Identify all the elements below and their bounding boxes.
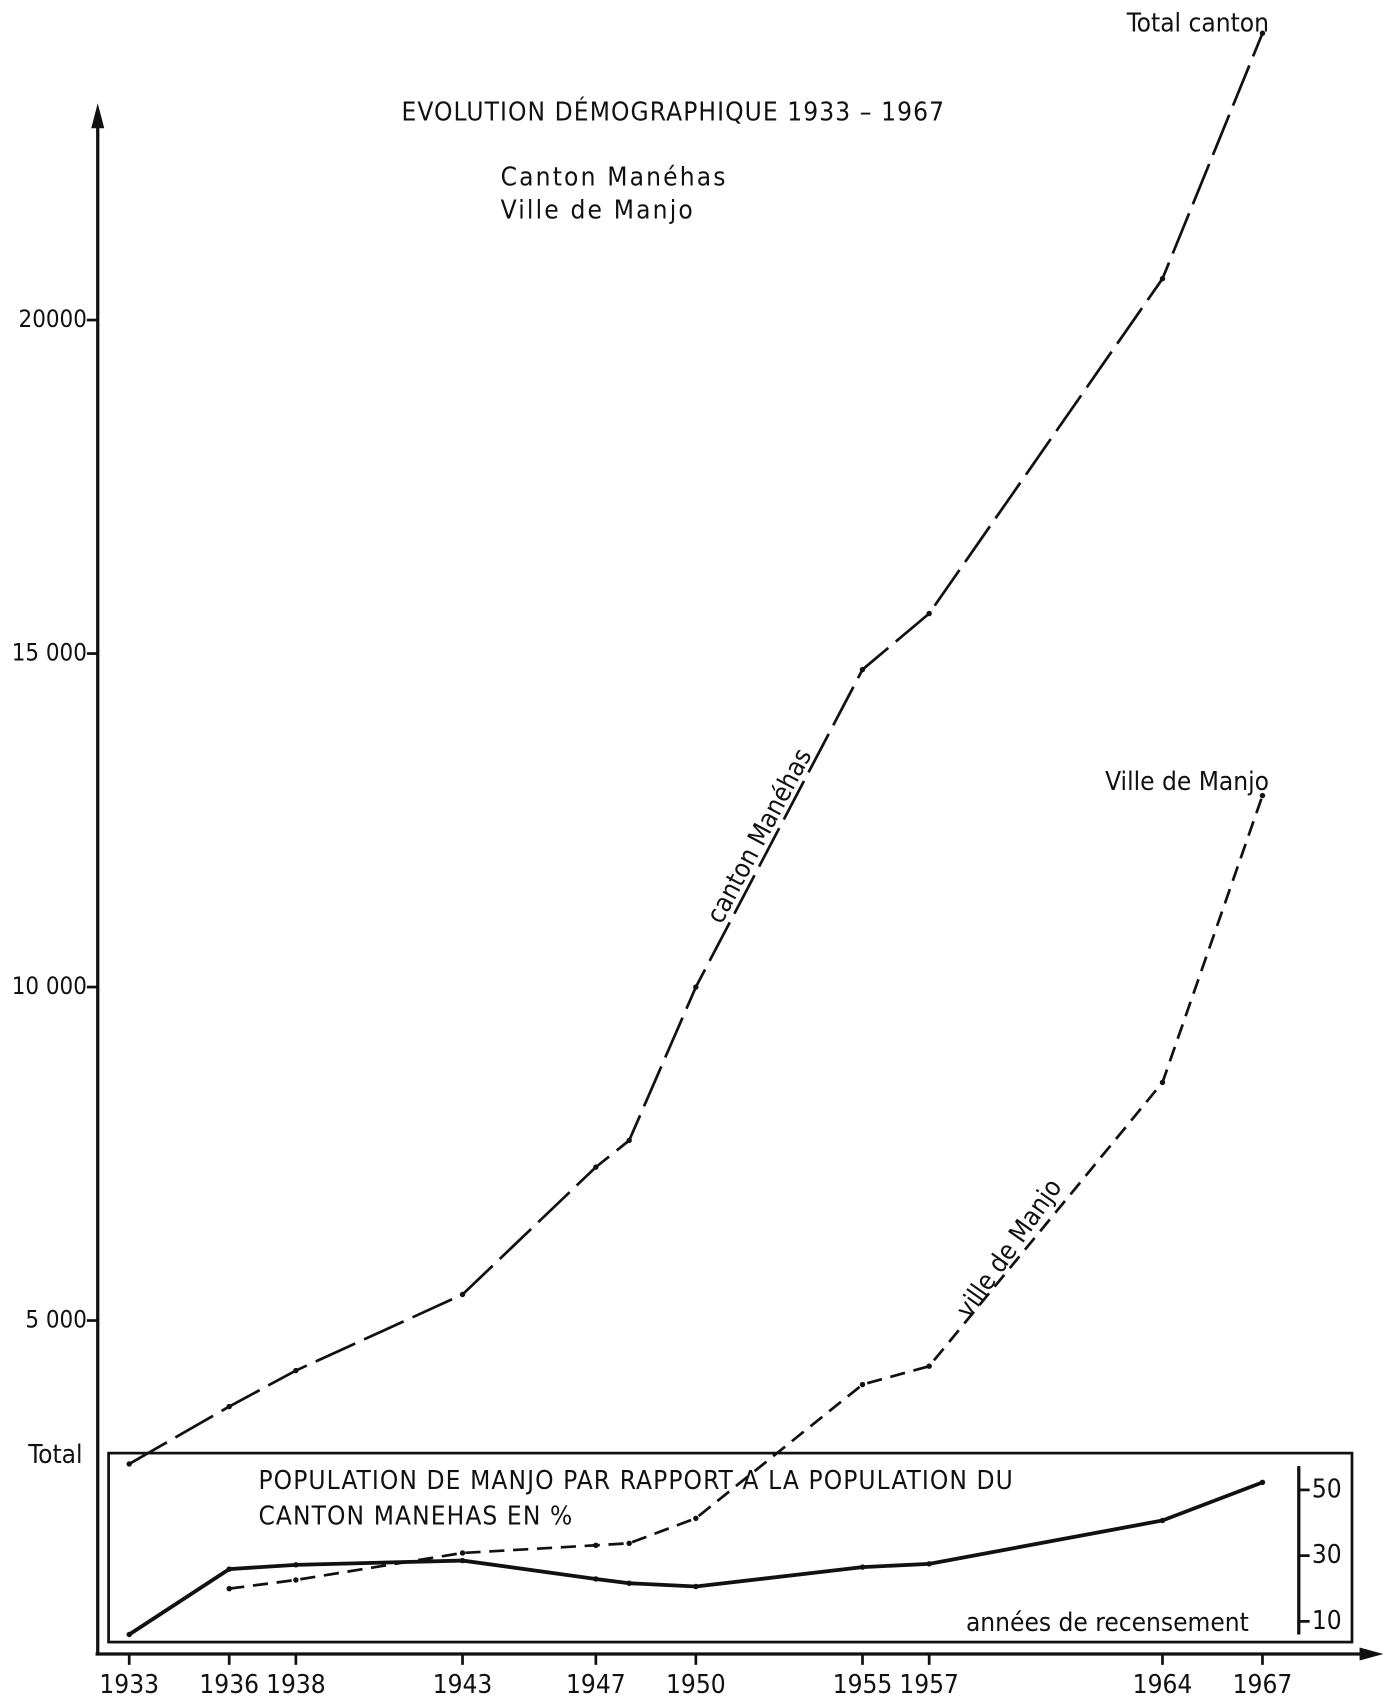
x-tick-label: 1936 [199, 1670, 259, 1700]
subtitle: Ville de Manjo [501, 195, 695, 225]
legend-label: Total canton [1126, 9, 1269, 39]
point [1159, 1079, 1166, 1086]
subtitle: Canton Manéhas [501, 163, 728, 193]
point [459, 1550, 466, 1556]
x-tick-label: 1933 [99, 1670, 159, 1700]
y2-tick-label: 10 [1312, 1606, 1342, 1636]
x-tick-label: 1955 [833, 1670, 893, 1700]
point [226, 1585, 232, 1592]
point [593, 1576, 599, 1582]
point [693, 1583, 699, 1590]
x-tick-label: 1957 [899, 1670, 959, 1700]
point [859, 1564, 866, 1570]
point [1159, 275, 1166, 282]
x-tick-label: 1964 [1133, 1670, 1193, 1700]
y-tick-label: 5 000 [25, 1306, 86, 1334]
y-tick-label: 15 000 [12, 639, 87, 667]
x-axis-label: années de recensement [966, 1608, 1249, 1638]
point [626, 1580, 632, 1586]
point [293, 1562, 299, 1568]
point [859, 1381, 866, 1388]
point [459, 1291, 466, 1298]
point [1259, 792, 1266, 799]
point [126, 1461, 132, 1467]
y-tick-label: 20000 [19, 305, 87, 333]
legend-label: Ville de Manjo [1105, 767, 1269, 797]
point [1159, 1517, 1166, 1524]
point [293, 1367, 299, 1374]
point [926, 1561, 932, 1567]
point [226, 1566, 232, 1572]
point [593, 1164, 599, 1170]
point [693, 984, 699, 990]
point [626, 1137, 632, 1144]
inset-title: POPULATION DE MANJO PAR RAPPORT A LA POP… [258, 1466, 1013, 1496]
point [859, 666, 866, 673]
y2-tick-label: 30 [1312, 1540, 1342, 1570]
y-tick-label: 10 000 [12, 972, 87, 1000]
point [293, 1577, 299, 1583]
point [693, 1515, 699, 1521]
inset-box [107, 1451, 1354, 1644]
x-tick-label: 1950 [666, 1670, 726, 1700]
series-line [229, 795, 1264, 1590]
x-arrow [1359, 1647, 1384, 1661]
y-arrow [91, 103, 105, 129]
point [126, 1631, 132, 1638]
x-tick-label: 1943 [433, 1670, 493, 1700]
chart-title: EVOLUTION DÉMOGRAPHIQUE 1933 – 1967 [401, 96, 945, 128]
point [626, 1540, 632, 1547]
x-tick-label: 1967 [1233, 1670, 1293, 1700]
point [926, 610, 932, 617]
y2-tick-label: 50 [1312, 1474, 1342, 1504]
point [459, 1557, 466, 1564]
point [593, 1542, 599, 1549]
point [226, 1403, 232, 1410]
x-tick-label: 1938 [266, 1670, 326, 1700]
point [1259, 30, 1266, 36]
x-tick-label: 1947 [566, 1670, 626, 1700]
point [1259, 1479, 1266, 1486]
point [926, 1363, 932, 1369]
inset-title: CANTON MANEHAS EN % [258, 1502, 573, 1532]
y-axis-label: Total [27, 1440, 82, 1470]
